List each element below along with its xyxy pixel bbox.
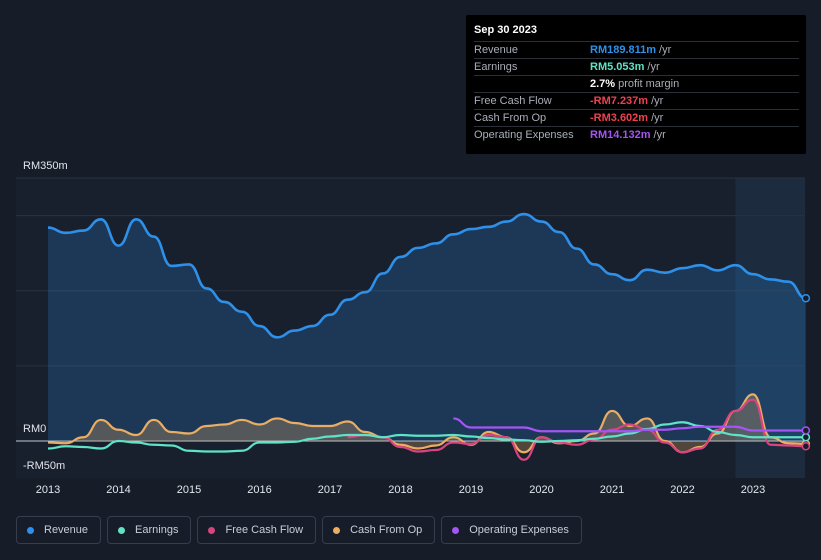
revenue-area: [48, 214, 806, 441]
tooltip-row-value: RM14.132m: [590, 129, 651, 141]
tooltip-row-label: Revenue: [474, 44, 519, 56]
tooltip-row-unit: /yr: [647, 61, 660, 73]
tooltip-row-value: RM5.053m: [590, 61, 645, 73]
legend-dot-icon: [208, 526, 216, 534]
x-tick-label: 2017: [317, 484, 343, 496]
operating-expenses-line: [453, 417, 806, 433]
legend-label: Operating Expenses: [469, 524, 569, 536]
legend-label: Cash From Op: [350, 524, 423, 536]
tooltip-row-value: -RM7.237m: [590, 95, 649, 107]
tooltip-row: Free Cash Flow -RM7.237m/yr: [474, 92, 799, 109]
tooltip-row-value: RM189.811m: [590, 44, 657, 56]
x-tick-label: 2018: [388, 484, 413, 496]
legend: Revenue Earnings Free Cash Flow Cash From O…: [16, 516, 582, 544]
y-label-bottom: -RM50m: [23, 460, 66, 472]
x-tick-label: 2015: [176, 484, 202, 496]
tooltip-row-unit: /yr: [651, 95, 664, 107]
tooltip-row-unit: profit margin: [618, 78, 680, 90]
x-tick-label: 2023: [740, 484, 766, 496]
legend-item-earnings[interactable]: Earnings: [107, 516, 192, 544]
free-cash-flow-line: [347, 398, 806, 461]
legend-dot-icon: [27, 526, 34, 534]
earnings-endpoint: [801, 432, 811, 442]
tooltip-row: .2.7%profit margin: [474, 75, 799, 92]
tooltip-row-label: Earnings: [474, 61, 518, 73]
legend-item-revenue[interactable]: Revenue: [16, 516, 102, 544]
tooltip-row-value: -RM3.602m: [590, 112, 649, 124]
legend-dot-icon: [333, 526, 341, 534]
tooltip-row-unit: /yr: [653, 129, 666, 141]
tooltip-row-label: Cash From Op: [474, 112, 547, 124]
tooltip-row-unit: /yr: [659, 44, 672, 56]
x-tick-label: 2020: [529, 484, 554, 496]
x-tick-label: 2022: [670, 484, 695, 496]
tooltip-row-label: Free Cash Flow: [474, 95, 552, 107]
legend-label: Free Cash Flow: [225, 524, 304, 536]
x-tick-label: 2014: [106, 484, 131, 496]
revenue-endpoint: [801, 293, 811, 303]
x-tick-label: 2013: [35, 484, 61, 496]
legend-label: Revenue: [44, 524, 89, 536]
legend-item-cash-from-op[interactable]: Cash From Op: [322, 516, 436, 544]
legend-dot-icon: [118, 526, 126, 534]
tooltip-date: Sep 30 2023: [474, 24, 537, 36]
tooltip-row: Revenue RM189.811m/yr: [474, 41, 799, 58]
tooltip: Sep 30 2023 Revenue RM189.811m/yr Earnings…: [466, 15, 806, 154]
y-label-top: RM350m: [23, 160, 68, 172]
legend-label: Earnings: [135, 524, 179, 536]
tooltip-row: Earnings RM5.053m/yr: [474, 58, 799, 75]
free-cash-flow-endpoint: [801, 442, 811, 451]
tooltip-row: Operating Expenses RM14.132m/yr: [474, 126, 799, 143]
earnings-line: [47, 421, 806, 453]
operating-expenses-endpoint: [801, 426, 811, 435]
legend-item-free-cash-flow[interactable]: Free Cash Flow: [197, 516, 317, 544]
tooltip-row-unit: /yr: [651, 112, 664, 124]
x-tick-label: 2019: [458, 484, 484, 496]
cash-from-op-area: [48, 394, 806, 453]
revenue-line: [47, 212, 807, 339]
tooltip-row: Cash From Op -RM3.602m/yr: [474, 109, 799, 126]
recent-period-highlight: [735, 178, 805, 478]
y-label-zero: RM0: [23, 423, 47, 435]
tooltip-row-label: Operating Expenses: [474, 129, 574, 141]
x-tick-label: 2021: [599, 484, 625, 496]
tooltip-row-value: 2.7%: [590, 78, 616, 90]
legend-dot-icon: [452, 526, 460, 534]
x-tick-label: 2016: [247, 484, 272, 496]
tooltip-row-label: .: [474, 76, 590, 92]
legend-item-operating-expenses[interactable]: Operating Expenses: [441, 516, 582, 544]
